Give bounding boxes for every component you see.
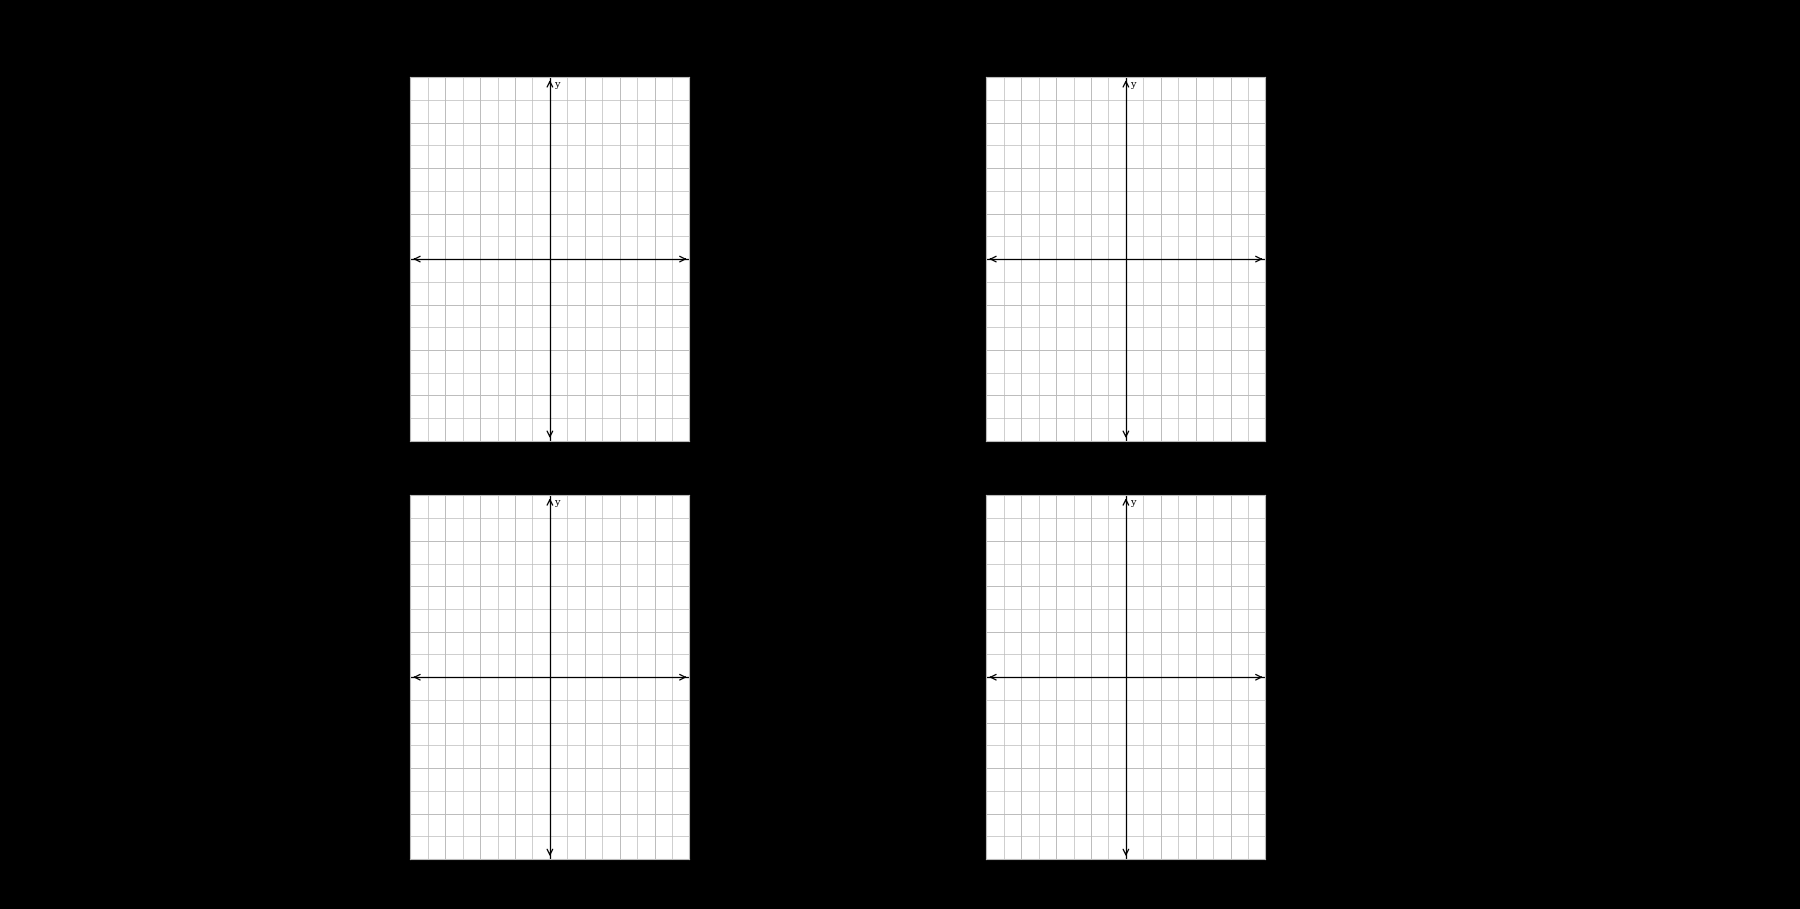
- Text: 4) $x^2+(y-3)^2=14$: 4) $x^2+(y-3)^2=14$: [1044, 513, 1183, 534]
- Text: x: x: [691, 686, 698, 695]
- Text: y: y: [554, 80, 560, 88]
- Text: x: x: [691, 268, 698, 277]
- Text: y: y: [554, 498, 560, 506]
- Text: y: y: [1130, 498, 1136, 506]
- Text: y: y: [1130, 80, 1136, 88]
- Text: 3) $(x-1)^2+(y+4)^2=9$: 3) $(x-1)^2+(y+4)^2=9$: [331, 513, 497, 534]
- Text: 1) $(x-1)^2+(y+3)^2=4$: 1) $(x-1)^2+(y+3)^2=4$: [331, 103, 497, 125]
- Text: Date: Date: [1314, 32, 1348, 45]
- Text: x: x: [1267, 268, 1274, 277]
- Text: Equations of Circles: Equations of Circles: [331, 32, 558, 54]
- Text: Identify the center and radius of each.   Then sketch the graph.: Identify the center and radius of each. …: [331, 67, 828, 81]
- Text: x: x: [1267, 686, 1274, 695]
- Text: 2) $(x-2)^2+(y+1)^2=16$: 2) $(x-2)^2+(y+1)^2=16$: [1044, 103, 1219, 125]
